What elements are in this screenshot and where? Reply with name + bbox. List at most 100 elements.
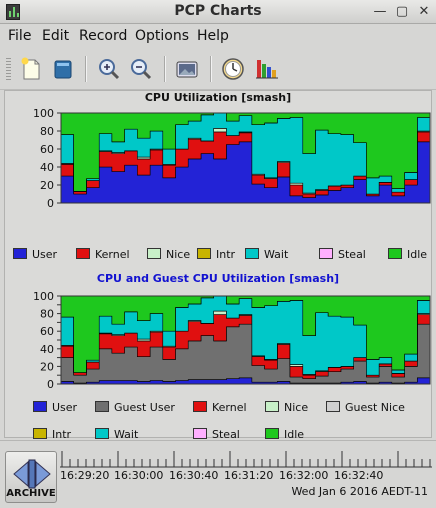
legend-swatch bbox=[388, 248, 402, 259]
plot-frame bbox=[60, 112, 431, 204]
y-tick-label: 60 bbox=[40, 143, 54, 156]
legend-swatch bbox=[197, 248, 211, 259]
menu-file[interactable]: File bbox=[8, 28, 32, 44]
window-title: PCP Charts bbox=[174, 3, 262, 19]
chart-values-icon[interactable] bbox=[254, 56, 280, 82]
legend-label: Nice bbox=[166, 248, 191, 261]
legend-swatch bbox=[245, 248, 259, 259]
toolbar-separator bbox=[164, 56, 166, 82]
legend-label: User bbox=[32, 248, 58, 261]
legend-item-user: User bbox=[13, 248, 57, 262]
app-icon bbox=[6, 4, 20, 20]
time-tick-label: 16:30:40 bbox=[169, 469, 219, 482]
export-image-icon[interactable] bbox=[174, 56, 200, 82]
time-tick-label: 16:31:20 bbox=[224, 469, 274, 482]
window-titlebar: PCP Charts — ▢ ✕ bbox=[0, 0, 436, 24]
legend-item-wait: Wait bbox=[245, 248, 288, 262]
menu-bar: File Edit Record Options Help bbox=[0, 24, 436, 48]
legend-swatch bbox=[76, 248, 90, 259]
y-tick-label: 0 bbox=[47, 197, 54, 210]
toolbar-separator bbox=[85, 56, 87, 82]
time-axis-date: Wed Jan 6 2016 AEDT-11 bbox=[291, 485, 428, 498]
legend-item-idle: Idle bbox=[265, 428, 304, 442]
legend-swatch bbox=[265, 428, 279, 439]
legend-item-user: User bbox=[33, 401, 77, 415]
legend-swatch bbox=[319, 248, 333, 259]
legend-label: Nice bbox=[284, 401, 309, 414]
legend-item-guest-nice: Guest Nice bbox=[326, 401, 405, 415]
legend-label: Wait bbox=[114, 428, 139, 441]
legend-item-kernel: Kernel bbox=[193, 401, 247, 415]
menu-edit[interactable]: Edit bbox=[42, 28, 70, 44]
legend-swatch bbox=[33, 428, 47, 439]
legend-label: Kernel bbox=[95, 248, 130, 261]
legend-label: Intr bbox=[216, 248, 236, 261]
legend-swatch bbox=[265, 401, 279, 412]
zoom-in-icon[interactable] bbox=[96, 56, 122, 82]
legend-swatch bbox=[147, 248, 161, 259]
menu-options[interactable]: Options bbox=[135, 28, 190, 44]
archive-button[interactable]: ARCHIVE bbox=[5, 451, 57, 503]
y-tick-label: 80 bbox=[40, 125, 54, 138]
legend-label: Guest User bbox=[114, 401, 175, 414]
toolbar-separator bbox=[210, 56, 212, 82]
legend-item-steal: Steal bbox=[319, 248, 366, 262]
legend-label: Wait bbox=[264, 248, 289, 261]
y-tick-label: 20 bbox=[40, 179, 54, 192]
plot-frame bbox=[60, 295, 431, 385]
legend-swatch bbox=[95, 428, 109, 439]
legend-swatch bbox=[95, 401, 109, 412]
y-tick-label: 40 bbox=[40, 161, 54, 174]
legend-item-kernel: Kernel bbox=[76, 248, 130, 262]
y-tick-label: 60 bbox=[40, 325, 54, 338]
legend-swatch bbox=[33, 401, 47, 412]
open-view-icon[interactable] bbox=[50, 56, 76, 82]
minimize-button[interactable]: — bbox=[373, 4, 387, 19]
close-button[interactable]: ✕ bbox=[418, 4, 430, 19]
y-tick-label: 80 bbox=[40, 308, 54, 321]
legend-item-intr: Intr bbox=[197, 248, 235, 262]
menu-record[interactable]: Record bbox=[79, 28, 128, 44]
legend-item-nice: Nice bbox=[147, 248, 190, 262]
time-tick-label: 16:30:00 bbox=[114, 469, 164, 482]
time-control-bar: ARCHIVE 16:29:20 16:30:00 16:30:40 16:31… bbox=[0, 440, 436, 508]
archive-label: ARCHIVE bbox=[6, 488, 56, 499]
legend-item-wait: Wait bbox=[95, 428, 138, 442]
legend-label: Guest Nice bbox=[345, 401, 405, 414]
time-tick-label: 16:29:20 bbox=[60, 469, 110, 482]
time-control-icon[interactable] bbox=[220, 56, 246, 82]
legend-item-steal: Steal bbox=[193, 428, 240, 442]
y-tick-label: 0 bbox=[47, 378, 54, 391]
time-tick-label: 16:32:40 bbox=[334, 469, 384, 482]
chart-title-cpu: CPU Utilization [smash] bbox=[144, 91, 292, 104]
y-tick-label: 20 bbox=[40, 360, 54, 373]
legend-item-idle: Idle bbox=[388, 248, 427, 262]
zoom-out-icon[interactable] bbox=[128, 56, 154, 82]
legend-label: Steal bbox=[338, 248, 366, 261]
legend-item-guest-user: Guest User bbox=[95, 401, 175, 415]
legend-label: Steal bbox=[212, 428, 240, 441]
legend-label: Idle bbox=[407, 248, 428, 261]
time-axis-ruler[interactable] bbox=[56, 447, 436, 477]
legend-swatch bbox=[193, 401, 207, 412]
y-tick-label: 40 bbox=[40, 343, 54, 356]
new-chart-icon[interactable] bbox=[18, 56, 44, 82]
legend-label: Kernel bbox=[212, 401, 247, 414]
toolbar bbox=[0, 48, 436, 90]
legend-swatch bbox=[13, 248, 27, 259]
toolbar-grip[interactable] bbox=[6, 58, 11, 80]
time-tick-label: 16:32:00 bbox=[279, 469, 329, 482]
chart-title-guest-cpu: CPU and Guest CPU Utilization [smash] bbox=[96, 272, 340, 285]
legend-item-nice: Nice bbox=[265, 401, 308, 415]
maximize-button[interactable]: ▢ bbox=[395, 4, 409, 19]
y-tick-label: 100 bbox=[33, 107, 54, 120]
legend-swatch bbox=[193, 428, 207, 439]
legend-label: User bbox=[52, 401, 78, 414]
y-tick-label: 100 bbox=[33, 290, 54, 303]
legend-item-intr: Intr bbox=[33, 428, 71, 442]
legend-label: Intr bbox=[52, 428, 72, 441]
legend-label: Idle bbox=[284, 428, 305, 441]
legend-swatch bbox=[326, 401, 340, 412]
menu-help[interactable]: Help bbox=[197, 28, 229, 44]
